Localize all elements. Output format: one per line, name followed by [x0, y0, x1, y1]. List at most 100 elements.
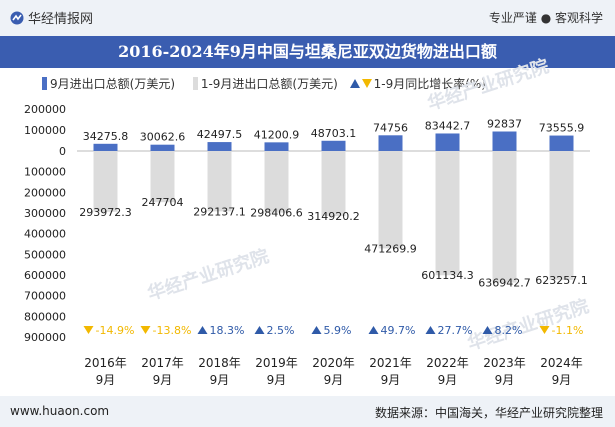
rate-up-marker	[197, 326, 208, 334]
monthly-bar	[321, 140, 346, 151]
cumulative-bar	[264, 151, 289, 213]
cumulative-value-label: 247704	[142, 196, 184, 209]
rate-down-marker	[539, 326, 550, 334]
watermark-1: 华经产业研究院	[425, 55, 552, 115]
x-tick-label-month: 9月	[438, 373, 458, 387]
y-tick-label: 700000	[24, 290, 66, 303]
y-tick-label: 100000	[24, 124, 66, 137]
cumulative-bar	[93, 151, 118, 212]
rate-up-marker	[368, 326, 379, 334]
cumulative-value-label: 293972.3	[79, 206, 132, 219]
legend-up-triangle-icon	[349, 79, 360, 88]
cumulative-value-label: 314920.2	[307, 210, 360, 223]
monthly-bar	[264, 142, 289, 151]
x-tick-label-month: 9月	[324, 373, 344, 387]
cumulative-bar	[150, 151, 175, 203]
x-tick-label-year: 2020年	[312, 356, 355, 370]
y-tick-label: 900000	[24, 331, 66, 344]
rate-up-marker	[254, 326, 265, 334]
y-tick-label: 600000	[24, 269, 66, 282]
cumulative-value-label: 601134.3	[421, 269, 474, 282]
cumulative-value-label: 471269.9	[364, 242, 417, 255]
cumulative-bar	[492, 151, 517, 283]
tagline: 专业严谨 ● 客观科学	[488, 11, 603, 25]
rate-down-marker	[83, 326, 94, 334]
top-bar: 华经情报网 专业严谨 ● 客观科学	[0, 0, 615, 36]
cumulative-bar	[207, 151, 232, 212]
monthly-bar	[207, 142, 232, 151]
rate-up-marker	[482, 326, 493, 334]
monthly-value-label: 73555.9	[539, 122, 585, 135]
monthly-bar	[435, 133, 460, 151]
y-tick-label: 800000	[24, 310, 66, 323]
monthly-bar	[378, 135, 403, 151]
monthly-bar	[549, 135, 574, 151]
cumulative-value-label: 636942.7	[478, 277, 531, 290]
x-tick-label-month: 9月	[552, 373, 572, 387]
legend-cumulative-label: 1-9月进出口总额(万美元)	[200, 77, 338, 91]
monthly-value-label: 48703.1	[311, 127, 357, 140]
cumulative-value-label: 623257.1	[535, 274, 588, 287]
rate-value-label: 5.9%	[324, 324, 352, 337]
monthly-bar	[150, 144, 175, 151]
rate-value-label: 27.7%	[438, 324, 473, 337]
y-tick-label: 300000	[24, 207, 66, 220]
x-tick-label-month: 9月	[210, 373, 230, 387]
rate-value-label: -14.9%	[96, 324, 135, 337]
y-tick-label: 500000	[24, 248, 66, 261]
legend-down-triangle-icon	[361, 79, 372, 88]
cumulative-value-label: 298406.6	[250, 207, 303, 220]
x-tick-label-month: 9月	[495, 373, 515, 387]
legend-cumulative-swatch	[192, 77, 198, 90]
monthly-value-label: 74756	[373, 121, 408, 134]
footer-bar: www.huaon.com 数据来源：中国海关，华经产业研究院整理	[0, 396, 615, 427]
x-tick-label-year: 2023年	[483, 356, 526, 370]
y-tick-label: 200000	[24, 186, 66, 199]
watermark-0: 华经产业研究院	[145, 245, 272, 305]
rate-value-label: 2.5%	[267, 324, 295, 337]
legend-rate-label: 1-9月同比增长率(%)	[373, 77, 486, 91]
x-tick-label-month: 9月	[153, 373, 173, 387]
monthly-value-label: 92837	[487, 118, 522, 131]
monthly-bar	[93, 143, 118, 151]
chart-plot: 华经产业研究院华经产业研究院华经产业研究院2000001000000100000…	[24, 55, 591, 387]
legend-monthly-swatch	[42, 77, 47, 90]
x-tick-label-year: 2016年	[84, 356, 127, 370]
y-tick-label: 200000	[24, 103, 66, 116]
footer-site: www.huaon.com	[10, 404, 110, 418]
cumulative-value-label: 292137.1	[193, 205, 246, 218]
rate-down-marker	[140, 326, 151, 334]
chart-title: 2016-2024年9月中国与坦桑尼亚双边货物进出口额	[118, 42, 497, 61]
rate-value-label: 49.7%	[381, 324, 416, 337]
monthly-bar	[492, 131, 517, 151]
rate-up-marker	[311, 326, 322, 334]
rate-value-label: 18.3%	[210, 324, 245, 337]
brand-name: 华经情报网	[28, 12, 94, 27]
cumulative-bar	[435, 151, 460, 276]
x-tick-label-year: 2019年	[255, 356, 298, 370]
x-tick-label-month: 9月	[381, 373, 401, 387]
y-tick-label: 400000	[24, 228, 66, 241]
title-bar: 2016-2024年9月中国与坦桑尼亚双边货物进出口额	[0, 36, 615, 68]
x-tick-label-year: 2018年	[198, 356, 241, 370]
monthly-value-label: 42497.5	[197, 128, 243, 141]
y-tick-label: 0	[59, 145, 66, 158]
x-tick-label-year: 2024年	[540, 356, 583, 370]
legend-monthly-label: 9月进出口总额(万美元)	[50, 77, 175, 91]
brand-logo-icon	[10, 11, 24, 25]
rate-up-marker	[425, 326, 436, 334]
x-tick-label-year: 2017年	[141, 356, 184, 370]
monthly-value-label: 83442.7	[425, 119, 471, 132]
monthly-value-label: 30062.6	[140, 131, 186, 144]
cumulative-bar	[378, 151, 403, 249]
legend: 9月进出口总额(万美元) 1-9月进出口总额(万美元) 1-9月同比增长率(%)	[42, 75, 486, 95]
monthly-value-label: 41200.9	[254, 128, 300, 141]
rate-value-label: 8.2%	[495, 324, 523, 337]
rate-value-label: -1.1%	[552, 324, 584, 337]
cumulative-bar	[321, 151, 346, 217]
x-tick-label-year: 2022年	[426, 356, 469, 370]
cumulative-bar	[549, 151, 574, 280]
x-tick-label-month: 9月	[267, 373, 287, 387]
x-tick-label-year: 2021年	[369, 356, 412, 370]
